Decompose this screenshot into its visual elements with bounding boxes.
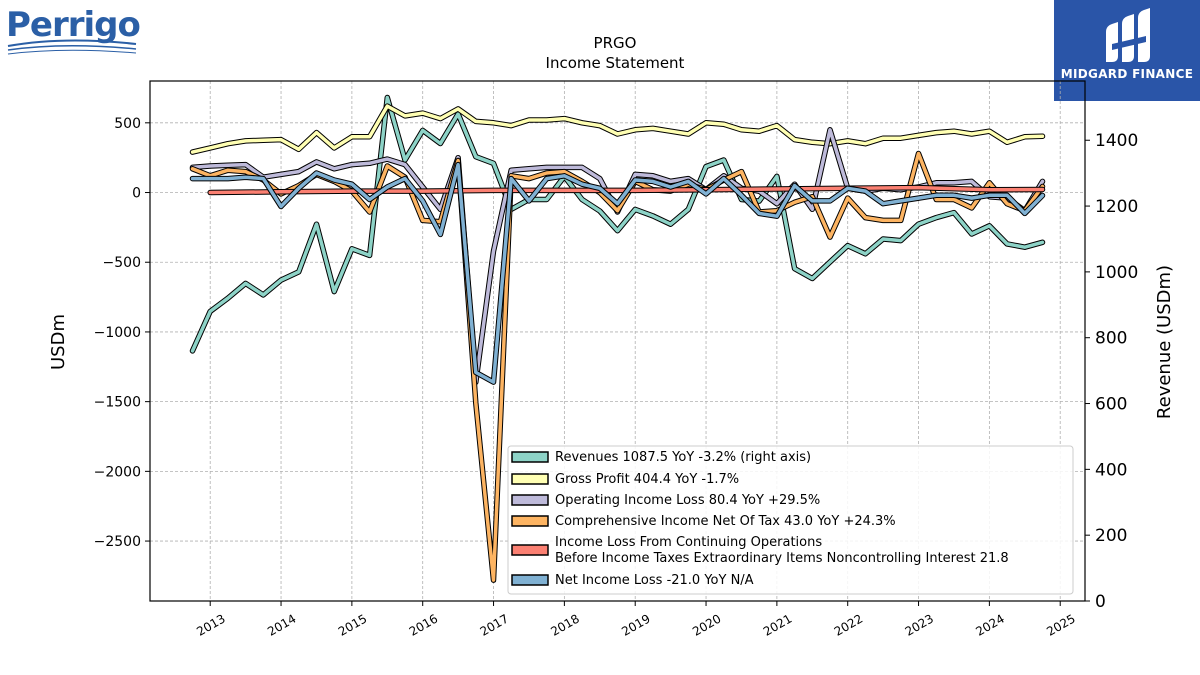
y2-tick-label: 400	[1095, 460, 1127, 480]
legend: Revenues 1087.5 YoY -3.2% (right axis) Gr…	[507, 445, 1074, 595]
x-tick-label: 2025	[1044, 611, 1077, 638]
series-0-line	[190, 95, 1045, 353]
legend-label: Operating Income Loss 80.4 YoY +29.5%	[555, 493, 820, 508]
y-tick-label: −1000	[94, 325, 141, 341]
x-tick-label: 2024	[973, 611, 1006, 638]
y-axis-label: USDm	[48, 314, 69, 370]
x-axis-ticks: 2013 2014 2015 2016 2017 2018 2019 2020 2021 2022…	[194, 601, 1078, 639]
midgard-logo-icon	[1106, 8, 1150, 62]
x-tick-label: 2016	[407, 611, 440, 638]
y-tick-label: −2500	[94, 534, 141, 550]
midgard-finance-badge: MIDGARD FINANCE	[1054, 0, 1200, 101]
x-tick-label: 2013	[194, 611, 227, 638]
legend-swatch	[511, 544, 549, 556]
legend-label: Gross Profit 404.4 YoY -1.7%	[555, 472, 739, 487]
legend-label: Revenues 1087.5 YoY -3.2% (right axis)	[555, 450, 811, 465]
series-5-line	[190, 162, 1045, 384]
x-tick-label: 2018	[548, 611, 581, 638]
chart-title: PRGO	[594, 34, 637, 52]
perrigo-logo: Perrigo	[4, 2, 144, 58]
legend-swatch	[511, 473, 549, 485]
perrigo-logo-text: Perrigo	[6, 5, 140, 45]
brand-name: MIDGARD FINANCE	[1060, 67, 1194, 81]
chart-subtitle: Income Statement	[546, 54, 685, 72]
y-tick-label: −1500	[94, 395, 141, 411]
legend-label: Net Income Loss -21.0 YoY N/A	[555, 573, 754, 588]
x-tick-label: 2019	[619, 611, 652, 638]
x-tick-label: 2020	[690, 611, 723, 638]
y-tick-label: 0	[132, 186, 141, 202]
series-lines	[189, 94, 1046, 583]
legend-box	[507, 445, 1074, 595]
y2-tick-label: 200	[1095, 526, 1127, 546]
x-tick-label: 2017	[478, 611, 511, 638]
legend-swatch	[511, 494, 549, 506]
y2-tick-label: 600	[1095, 395, 1127, 415]
y-tick-label: −500	[103, 255, 141, 271]
legend-label: Income Loss From Continuing Operations Be…	[555, 535, 1009, 566]
right-axis-ticks: 0 200 400 600 800 1000 1200 1400	[1085, 131, 1138, 612]
legend-swatch	[511, 515, 549, 527]
plot-frame	[149, 80, 1086, 602]
series-4-line	[208, 185, 1045, 195]
y-tick-label: 500	[114, 116, 141, 132]
y2-tick-label: 800	[1095, 329, 1127, 349]
series-1-line	[190, 104, 1045, 154]
legend-swatch	[511, 574, 549, 586]
legend-label: Comprehensive Income Net Of Tax 43.0 YoY…	[555, 514, 896, 529]
y2-axis-label: Revenue (USDm)	[1154, 265, 1175, 419]
y2-tick-label: 1200	[1095, 197, 1138, 217]
x-tick-label: 2021	[761, 611, 794, 638]
legend-swatch	[511, 451, 549, 463]
series-1-outline	[189, 103, 1046, 155]
x-tick-label: 2023	[903, 611, 936, 638]
x-tick-label: 2022	[832, 611, 865, 638]
y2-tick-label: 1400	[1095, 131, 1138, 151]
x-tick-label: 2015	[336, 611, 369, 638]
y2-tick-label: 0	[1095, 592, 1106, 612]
left-axis-ticks: 500 0 −500 −1000 −1500 −2000 −2500	[94, 116, 150, 550]
y-tick-label: −2000	[94, 464, 141, 480]
y2-tick-label: 1000	[1095, 263, 1138, 283]
x-tick-label: 2014	[265, 611, 298, 638]
